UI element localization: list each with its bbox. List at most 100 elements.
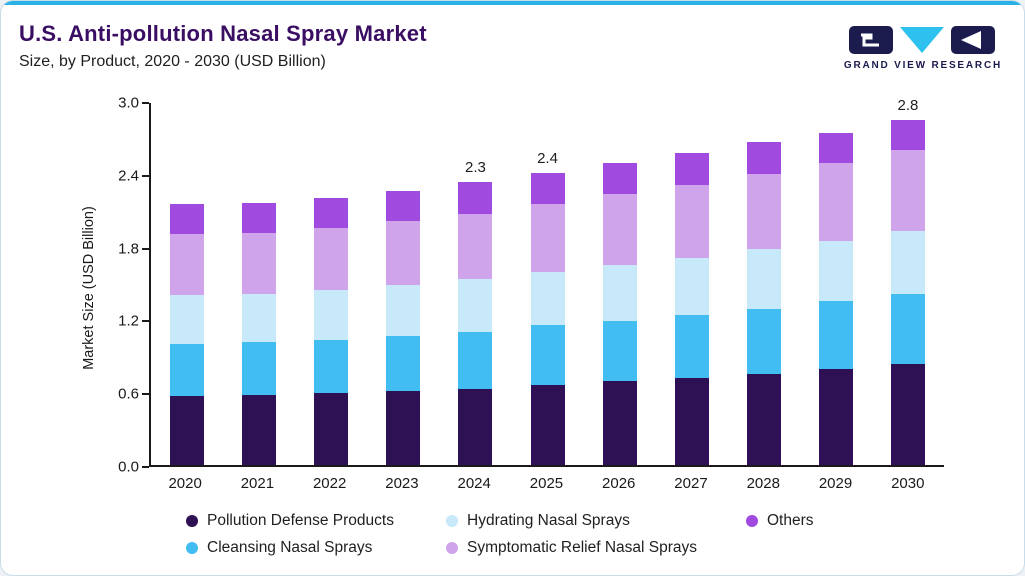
x-tick-label: 2021	[240, 475, 275, 492]
bar-segment	[458, 331, 493, 389]
bar-2026	[584, 103, 656, 465]
bar-segment	[242, 342, 277, 395]
y-tick-label: 1.8	[118, 240, 139, 258]
stacked-bar	[818, 132, 853, 465]
bar-segment	[746, 374, 781, 465]
stacked-bar	[314, 198, 349, 465]
y-axis-ticks: 0.0 0.6 1.2 1.8 2.4 3.0	[1, 95, 139, 476]
bar-segment	[386, 221, 421, 286]
legend-dot	[446, 541, 458, 554]
stacked-bar	[170, 204, 205, 465]
x-tick-label: 2029	[818, 475, 853, 492]
bar-segment	[314, 393, 349, 465]
bar-segment	[242, 293, 277, 343]
gvr-logo: GRAND VIEW RESEARCH	[844, 25, 1002, 71]
stacked-bar	[890, 120, 925, 465]
legend-item: Cleansing Nasal Sprays	[186, 539, 446, 557]
legend-dot	[186, 541, 198, 554]
bar-segment	[818, 369, 853, 465]
legend-label: Others	[767, 511, 814, 529]
bar-segment	[746, 308, 781, 374]
bar-segment	[818, 162, 853, 241]
bar-segment	[170, 395, 205, 465]
bar-segment	[674, 314, 709, 378]
stacked-bar	[674, 153, 709, 465]
bar-segment	[314, 228, 349, 291]
bar-segment	[530, 204, 565, 273]
bar-2024: 2.3	[439, 103, 511, 465]
brand-name: GRAND VIEW RESEARCH	[843, 60, 1002, 71]
gvr-logo-icon	[848, 26, 995, 54]
bar-2030: 2.8	[872, 97, 944, 465]
bar-value-label: 2.4	[537, 149, 558, 167]
bar-2027	[656, 103, 728, 465]
legend-label: Hydrating Nasal Sprays	[467, 511, 630, 529]
bar-segment	[242, 233, 277, 294]
bar-segment	[242, 394, 277, 465]
x-tick-label: 2026	[602, 475, 636, 492]
bar-segment	[386, 285, 421, 337]
bar-segment	[314, 198, 349, 229]
bar-2028	[728, 103, 800, 465]
legend-item: Pollution Defense Products	[186, 512, 446, 530]
bar-segment	[170, 204, 205, 235]
legend: Pollution Defense Products Hydrating Nasa…	[186, 507, 1024, 561]
bar-segment	[746, 173, 781, 249]
bar-segment	[746, 142, 781, 174]
y-tick-label: 0.6	[118, 385, 139, 403]
top-accent-line	[1, 1, 1024, 5]
bar-segment	[602, 381, 637, 465]
stacked-bar	[242, 202, 277, 465]
x-tick-label: 2028	[746, 475, 780, 492]
y-tick-mark	[142, 466, 149, 468]
stacked-bar	[386, 190, 421, 465]
stacked-bar	[746, 142, 781, 465]
x-tick-label: 2023	[385, 475, 419, 492]
legend-row: Pollution Defense Products Hydrating Nasa…	[186, 507, 1024, 534]
y-tick-mark	[142, 174, 149, 177]
bar-segment	[386, 336, 421, 391]
legend-dot	[746, 514, 758, 527]
bar-segment	[170, 234, 205, 296]
bar-segment	[170, 343, 205, 396]
x-axis-labels: 2020 2021 2022 2023 2024 2025 2026 2027 2028 2029…	[149, 475, 944, 492]
bar-2022	[295, 103, 367, 465]
legend-label: Symptomatic Relief Nasal Sprays	[467, 538, 697, 556]
x-tick-label: 2022	[312, 475, 347, 492]
page-title: U.S. Anti-pollution Nasal Spray Market	[19, 21, 427, 46]
legend-item: Hydrating Nasal Sprays	[446, 512, 746, 530]
y-tick-mark	[142, 393, 149, 396]
x-tick-label: 2025	[529, 475, 564, 492]
bar-segment	[890, 120, 925, 150]
title-block: U.S. Anti-pollution Nasal Spray Market S…	[19, 21, 427, 71]
y-tick-label: 3.0	[118, 94, 139, 112]
bar-segment	[674, 257, 709, 315]
bar-segment	[674, 184, 709, 258]
legend-label: Cleansing Nasal Sprays	[207, 538, 373, 556]
bar-2020	[151, 103, 223, 465]
chart: Market Size (USD Billion) 0.0 0.6 1.2 1.8 2.…	[1, 95, 1024, 503]
y-tick-mark	[142, 320, 149, 323]
y-tick-label: 1.2	[118, 312, 139, 330]
subtitle: Size, by Product, 2020 - 2030 (USD Billi…	[19, 53, 326, 70]
bar-segment	[818, 301, 853, 370]
bar-segment	[242, 202, 277, 234]
bar-segment	[386, 190, 421, 222]
bar-segment	[890, 230, 925, 294]
legend-item: Symptomatic Relief Nasal Sprays	[446, 539, 746, 557]
bar-segment	[458, 182, 493, 214]
stacked-bar	[602, 162, 637, 465]
plot-area: 2.3 2.4 2.8	[149, 97, 944, 467]
x-tick-label: 2020	[168, 475, 202, 492]
legend-dot	[186, 514, 198, 527]
x-tick-label: 2024	[457, 475, 491, 492]
bar-segment	[602, 162, 637, 195]
legend-item: Others	[746, 512, 1024, 530]
bar-2021	[223, 103, 295, 465]
bar-segment	[818, 240, 853, 302]
bar-segment	[458, 388, 493, 465]
legend-dot	[446, 514, 458, 527]
y-tick-label: 0.0	[118, 458, 139, 476]
legend-row: Cleansing Nasal Sprays Symptomatic Relief…	[186, 534, 1024, 561]
